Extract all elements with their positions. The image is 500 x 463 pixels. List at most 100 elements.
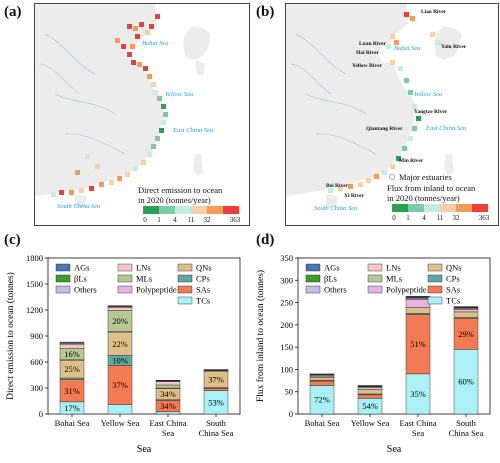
grid-cell: [117, 176, 122, 181]
legend-swatch: [56, 275, 70, 282]
y-tick-label: 900: [30, 331, 43, 341]
x-axis-label: Sea: [387, 444, 402, 455]
river-label-yangtze: Yangtze River: [414, 109, 448, 115]
grid-cell: [151, 144, 156, 149]
sea-label-bohai: Bohai Sea: [394, 45, 421, 52]
legend-swatch: [118, 275, 132, 282]
colorbar-swatch: [392, 204, 408, 212]
colorbar-tick-label: 363: [479, 214, 490, 222]
colorbar-swatch: [472, 204, 488, 212]
data-label: 53%: [208, 397, 224, 407]
legend-label: SAs: [446, 285, 460, 295]
colorbar-swatch: [207, 206, 223, 214]
x-tick-label: Yellow Sea: [351, 418, 390, 428]
y-tick-label: 1200: [26, 305, 43, 315]
data-label: 34%: [160, 401, 176, 411]
grid-cell: [75, 170, 80, 175]
panel-label-a: (a): [4, 4, 22, 21]
bar-segment-CPs: [406, 313, 430, 314]
colorbar-tick-label: 32: [453, 214, 461, 222]
bar-segment-SAs: [204, 388, 228, 390]
legend-swatch: [368, 275, 382, 282]
bar-segment-CPs: [60, 378, 84, 380]
legend-label: Others: [74, 285, 97, 295]
grid-cell: [161, 120, 166, 125]
grid-cell: [115, 38, 120, 43]
y-tick-label: 1500: [26, 279, 43, 289]
data-label: 37%: [208, 374, 224, 384]
sea-label-south-china: South China Sea: [314, 205, 357, 212]
legend-swatch: [306, 264, 320, 271]
grid-cell: [374, 174, 379, 179]
grid-cell: [398, 66, 403, 71]
colorbar-swatch: [159, 206, 175, 214]
bar-segment-Polypeptide: [310, 376, 334, 377]
legend-swatch: [368, 286, 382, 293]
bar-segment-SAs: [358, 395, 382, 399]
estuary-marker-icon: [389, 174, 394, 179]
river-label-hai: Hai River: [356, 50, 380, 56]
grid-cell: [386, 44, 391, 49]
grid-cell: [139, 22, 144, 27]
grid-cell: [402, 146, 407, 151]
colorbar-title-line2: in 2020 (tonnes/year): [387, 193, 460, 203]
x-tick-label: South: [206, 418, 227, 428]
grid-cell: [130, 44, 135, 49]
y-tick-label: 600: [30, 357, 43, 367]
bar-segment-SAs: [310, 381, 334, 385]
legend-swatch: [178, 275, 192, 282]
sea-label-bohai: Bohai Sea: [142, 40, 169, 47]
grid-cell: [153, 90, 158, 95]
grid-cell: [137, 62, 142, 67]
grid-cell: [147, 74, 152, 79]
y-tick-label: 300: [280, 275, 293, 285]
colorbar-swatch: [440, 204, 456, 212]
grid-cell: [161, 104, 166, 109]
grid-cell: [145, 30, 150, 35]
legend-label: βLs: [324, 274, 337, 284]
x-tick-label: East China: [149, 418, 186, 428]
grid-cell: [127, 24, 132, 29]
colorbar-tick-label: 363: [230, 216, 241, 224]
colorbar-swatch: [175, 206, 191, 214]
legend-label: QNs: [196, 263, 212, 273]
grid-cell: [135, 34, 140, 39]
colorbar-swatch: [456, 204, 472, 212]
grid-cell: [159, 128, 164, 133]
grid-cell: [133, 166, 138, 171]
x-tick-label: Sea: [412, 428, 425, 438]
grid-cell: [382, 170, 387, 175]
grid-cell: [358, 182, 363, 187]
data-label: 34%: [160, 389, 176, 399]
legend-label: AGs: [74, 263, 90, 273]
bar-segment-AGs: [60, 342, 84, 343]
data-label: 22%: [112, 339, 128, 349]
x-tick-label: Yellow Sea: [101, 418, 140, 428]
grid-cell: [109, 180, 114, 185]
bar-segment-TCs: [156, 412, 180, 414]
river-label-luan: Luan River: [359, 41, 387, 47]
legend-label: βLs: [74, 274, 87, 284]
grid-cell: [131, 60, 136, 65]
y-tick-label: 200: [280, 320, 293, 330]
data-label: 31%: [64, 386, 80, 396]
x-tick-label: Bohai Sea: [55, 418, 90, 428]
sea-label-east-china: East China Sea: [425, 125, 466, 132]
grid-cell: [430, 32, 435, 37]
data-label: 35%: [410, 389, 426, 399]
y-tick-label: 150: [280, 342, 293, 352]
colorbar-tick-label: 1: [406, 214, 410, 222]
flux-map: Liao River Luan River Yalu River Hai Riv…: [285, 3, 499, 226]
legend-swatch: [428, 297, 442, 304]
bar-segment-Polypeptide: [454, 310, 478, 312]
bar-segment-QNs: [358, 389, 382, 393]
colorbar-swatch: [143, 206, 159, 214]
grid-cell: [155, 14, 160, 19]
legend-swatch: [428, 286, 442, 293]
legend-swatch: [428, 275, 442, 282]
legend-label: MLs: [136, 274, 152, 284]
grid-cell: [125, 172, 130, 177]
